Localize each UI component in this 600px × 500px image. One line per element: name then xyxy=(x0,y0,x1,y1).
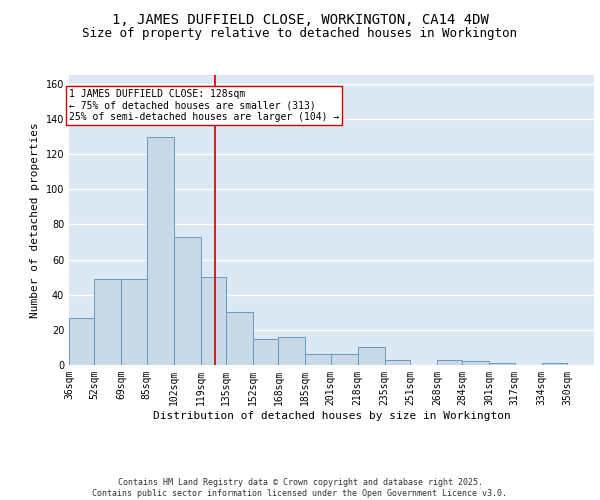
Bar xyxy=(331,354,358,365)
Text: 1, JAMES DUFFIELD CLOSE, WORKINGTON, CA14 4DW: 1, JAMES DUFFIELD CLOSE, WORKINGTON, CA1… xyxy=(112,12,488,26)
Bar xyxy=(305,354,331,365)
Text: 1 JAMES DUFFIELD CLOSE: 128sqm
← 75% of detached houses are smaller (313)
25% of: 1 JAMES DUFFIELD CLOSE: 128sqm ← 75% of … xyxy=(69,89,339,122)
Bar xyxy=(437,360,463,365)
Bar xyxy=(147,136,173,365)
Bar xyxy=(200,277,226,365)
Text: Contains HM Land Registry data © Crown copyright and database right 2025.
Contai: Contains HM Land Registry data © Crown c… xyxy=(92,478,508,498)
Bar xyxy=(542,363,567,365)
Bar xyxy=(173,236,200,365)
Y-axis label: Number of detached properties: Number of detached properties xyxy=(30,122,40,318)
Text: Size of property relative to detached houses in Workington: Size of property relative to detached ho… xyxy=(83,28,517,40)
Bar xyxy=(121,279,147,365)
Bar xyxy=(278,337,305,365)
Bar xyxy=(69,318,94,365)
Bar xyxy=(490,363,515,365)
Bar xyxy=(463,362,490,365)
Bar xyxy=(385,360,410,365)
Bar xyxy=(358,348,385,365)
Bar xyxy=(253,338,278,365)
Bar xyxy=(94,279,121,365)
X-axis label: Distribution of detached houses by size in Workington: Distribution of detached houses by size … xyxy=(152,410,511,420)
Bar xyxy=(226,312,253,365)
